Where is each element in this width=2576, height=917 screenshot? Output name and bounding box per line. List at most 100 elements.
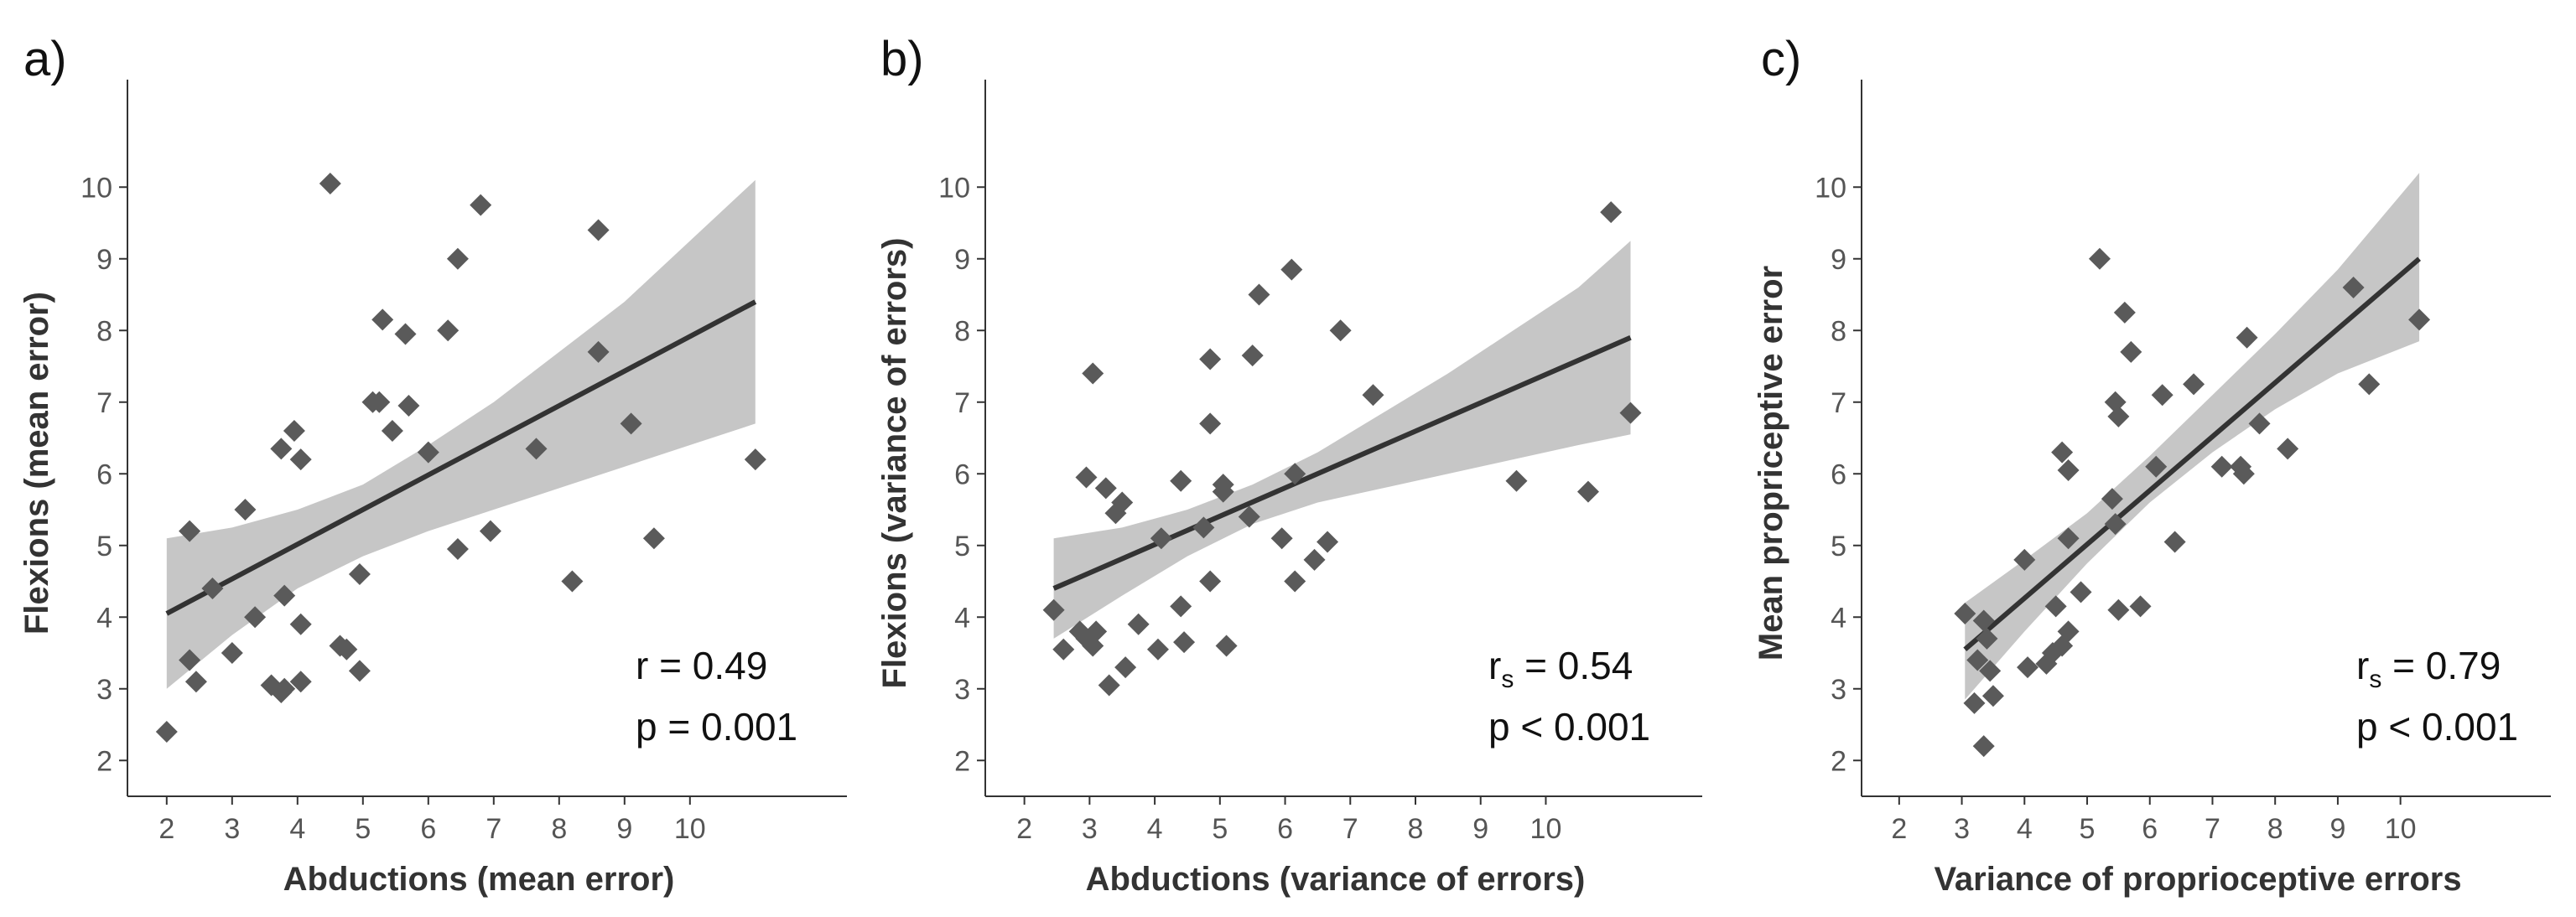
data-point	[525, 438, 548, 460]
data-point	[273, 584, 296, 607]
x-tick-label: 3	[224, 813, 240, 845]
data-point	[561, 570, 584, 593]
data-point	[2232, 463, 2255, 485]
data-point	[1052, 638, 1075, 661]
data-point	[479, 520, 501, 542]
data-point	[2013, 548, 2036, 571]
x-axis-title: Variance of proprioceptive errors	[1934, 861, 2461, 898]
data-point	[1317, 531, 1339, 553]
panel-label: c)	[1761, 32, 1801, 86]
data-point	[2408, 308, 2431, 331]
data-point	[319, 172, 341, 194]
y-tick-label: 2	[96, 745, 112, 777]
y-axis-title: Flexions (mean error)	[18, 292, 55, 635]
x-tick-label: 6	[420, 813, 436, 845]
data-point	[1114, 656, 1137, 679]
data-point	[2057, 620, 2080, 643]
data-point	[1954, 602, 1976, 624]
x-tick-label: 4	[2017, 813, 2033, 845]
data-point	[1284, 463, 1306, 485]
data-point	[1173, 631, 1196, 654]
x-axis-title: Abductions (mean error)	[283, 861, 675, 898]
data-point	[1619, 402, 1642, 424]
data-point	[2113, 301, 2136, 324]
x-tick-label: 7	[2205, 813, 2220, 845]
data-point	[1329, 319, 1352, 342]
y-tick-label: 7	[1831, 387, 1846, 419]
data-point	[446, 538, 469, 561]
data-point	[587, 340, 610, 363]
y-tick-label: 8	[96, 315, 112, 347]
data-point	[289, 671, 312, 693]
data-point	[273, 677, 296, 700]
data-point	[1111, 491, 1134, 514]
data-point	[1146, 638, 1169, 661]
data-point	[348, 660, 371, 682]
x-tick-label: 7	[1343, 813, 1358, 845]
data-point	[2277, 438, 2299, 460]
data-point	[1192, 516, 1215, 539]
data-point	[1215, 635, 1238, 657]
y-tick-label: 4	[954, 602, 970, 634]
correlation-stat: r = 0.49	[636, 644, 767, 687]
data-point	[2107, 405, 2130, 427]
data-point	[2210, 455, 2233, 478]
data-point	[289, 613, 312, 635]
stat-main: r	[1488, 644, 1501, 687]
data-point	[1362, 384, 1384, 407]
y-tick-label: 9	[96, 244, 112, 276]
x-tick-label: 2	[1016, 813, 1032, 845]
data-point	[2101, 488, 2123, 510]
data-point	[2070, 581, 2092, 604]
data-point	[1972, 735, 1995, 758]
data-point	[1303, 548, 1326, 571]
data-point	[394, 323, 417, 345]
x-tick-label: 10	[2385, 813, 2417, 845]
x-tick-label: 9	[616, 813, 632, 845]
data-point	[1505, 469, 1528, 492]
x-tick-label: 8	[551, 813, 567, 845]
data-point	[587, 219, 610, 241]
data-point	[2104, 513, 2127, 536]
data-point	[1284, 570, 1306, 593]
y-tick-label: 7	[954, 387, 970, 419]
data-point	[1150, 527, 1172, 550]
y-tick-label: 5	[1831, 531, 1846, 562]
data-point	[2236, 326, 2258, 349]
data-point	[417, 441, 439, 464]
data-point	[620, 412, 642, 435]
data-point	[179, 520, 201, 542]
y-axis-title: Mean propriceptive error	[1753, 266, 1789, 661]
data-point	[1241, 345, 1264, 367]
data-point	[371, 308, 394, 331]
scatter-panel-2: 2 3 4 5 6 7 8 9 10 2 3 4 5 6 7 8 9 10 Abductions (variance…	[876, 32, 1702, 898]
data-point	[2151, 384, 2174, 407]
data-point	[446, 247, 469, 270]
data-point	[1238, 505, 1260, 528]
x-tick-label: 3	[1082, 813, 1098, 845]
data-point	[368, 391, 391, 413]
y-tick-label: 2	[1831, 745, 1846, 777]
x-axis-title: Abductions (variance of errors)	[1086, 861, 1586, 898]
data-point	[1248, 283, 1270, 306]
x-tick-label: 6	[1277, 813, 1293, 845]
data-point	[1170, 469, 1192, 492]
data-point	[2088, 247, 2111, 270]
data-point	[2248, 412, 2271, 435]
data-point	[2044, 595, 2067, 618]
data-point	[155, 721, 178, 743]
data-point	[1972, 609, 1995, 632]
x-tick-label: 10	[1530, 813, 1562, 845]
data-point	[2107, 598, 2130, 621]
y-tick-label: 6	[954, 458, 970, 490]
data-point	[2017, 656, 2039, 679]
x-tick-label: 2	[1891, 813, 1907, 845]
data-point	[1199, 570, 1222, 593]
y-tick-label: 4	[96, 602, 112, 634]
x-tick-label: 5	[355, 813, 371, 845]
data-point	[1170, 595, 1192, 618]
stat-subscript: s	[2369, 666, 2381, 693]
data-point	[1075, 466, 1098, 489]
data-point	[642, 527, 665, 550]
stat-value: = 0.79	[2381, 644, 2501, 687]
